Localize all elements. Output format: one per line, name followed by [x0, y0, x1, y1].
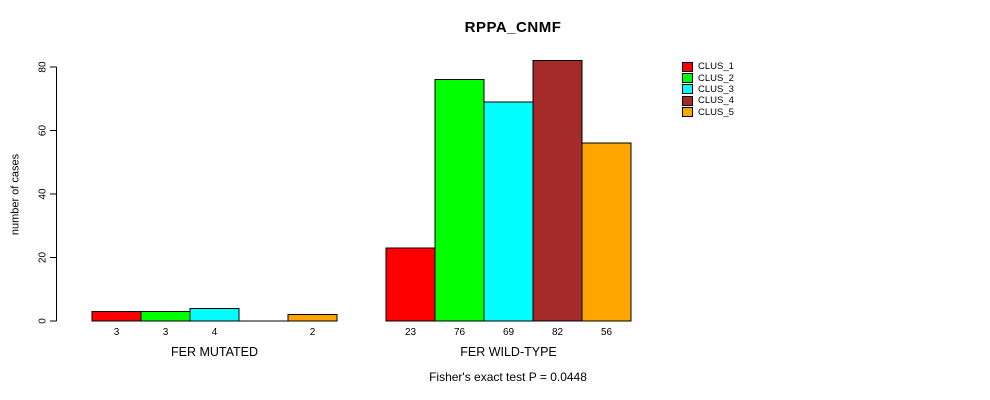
y-axis-tick-label: 40	[38, 188, 49, 200]
bar-value-label: 82	[552, 327, 564, 338]
bar-fer-wild-type-clus_5	[581, 142, 632, 322]
y-axis-tick-label: 80	[38, 61, 49, 73]
bar-value-label: 4	[212, 327, 218, 338]
legend-swatch-icon	[682, 84, 693, 95]
fisher-test-annotation: Fisher's exact test P = 0.0448	[429, 370, 587, 384]
y-axis-tick-label: 20	[38, 252, 49, 264]
legend-label: CLUS_1	[698, 61, 734, 73]
bar-value-label: 69	[503, 327, 515, 338]
bar-value-label: 3	[114, 327, 120, 338]
legend-swatch-icon	[682, 107, 693, 118]
bar-fer-mutated-clus_2	[140, 310, 191, 322]
legend-item-clus_1: CLUS_1	[682, 61, 734, 72]
legend-item-clus_4: CLUS_4	[682, 95, 734, 106]
legend-label: CLUS_4	[698, 95, 734, 107]
bar-value-label: 76	[454, 327, 466, 338]
bar-fer-mutated-clus_3	[189, 307, 240, 322]
bar-value-label: 3	[163, 327, 169, 338]
legend-item-clus_2: CLUS_2	[682, 72, 734, 84]
legend-swatch-icon	[682, 95, 693, 106]
y-axis-tick-label: 60	[38, 125, 49, 137]
group-label: FER WILD-TYPE	[460, 345, 557, 359]
legend: CLUS_1 CLUS_2 CLUS_3 CLUS_4 CLUS_5	[682, 61, 734, 118]
bar-value-label: 56	[601, 327, 613, 338]
y-axis-tick-label: 0	[38, 318, 49, 324]
chart-title: RPPA_CNMF	[464, 19, 562, 36]
legend-label: CLUS_5	[698, 106, 734, 118]
y-axis-title: number of cases	[9, 153, 22, 236]
bar-fer-wild-type-clus_1	[385, 247, 436, 322]
legend-label: CLUS_2	[698, 72, 734, 84]
bar-value-label: 2	[310, 327, 316, 338]
bar-fer-mutated-clus_5	[287, 314, 338, 322]
bar-fer-wild-type-clus_3	[483, 101, 534, 322]
legend-label: CLUS_3	[698, 83, 734, 95]
legend-item-clus_5: CLUS_5	[682, 107, 734, 118]
legend-item-clus_3: CLUS_3	[682, 84, 734, 95]
legend-swatch-icon	[682, 73, 693, 84]
legend-swatch-icon	[682, 61, 693, 72]
bar-value-label: 23	[405, 327, 417, 338]
bar-fer-mutated-clus_1	[91, 310, 142, 322]
bar-fer-wild-type-clus_4	[532, 60, 583, 322]
group-label: FER MUTATED	[171, 345, 258, 359]
bar-fer-wild-type-clus_2	[434, 79, 485, 322]
